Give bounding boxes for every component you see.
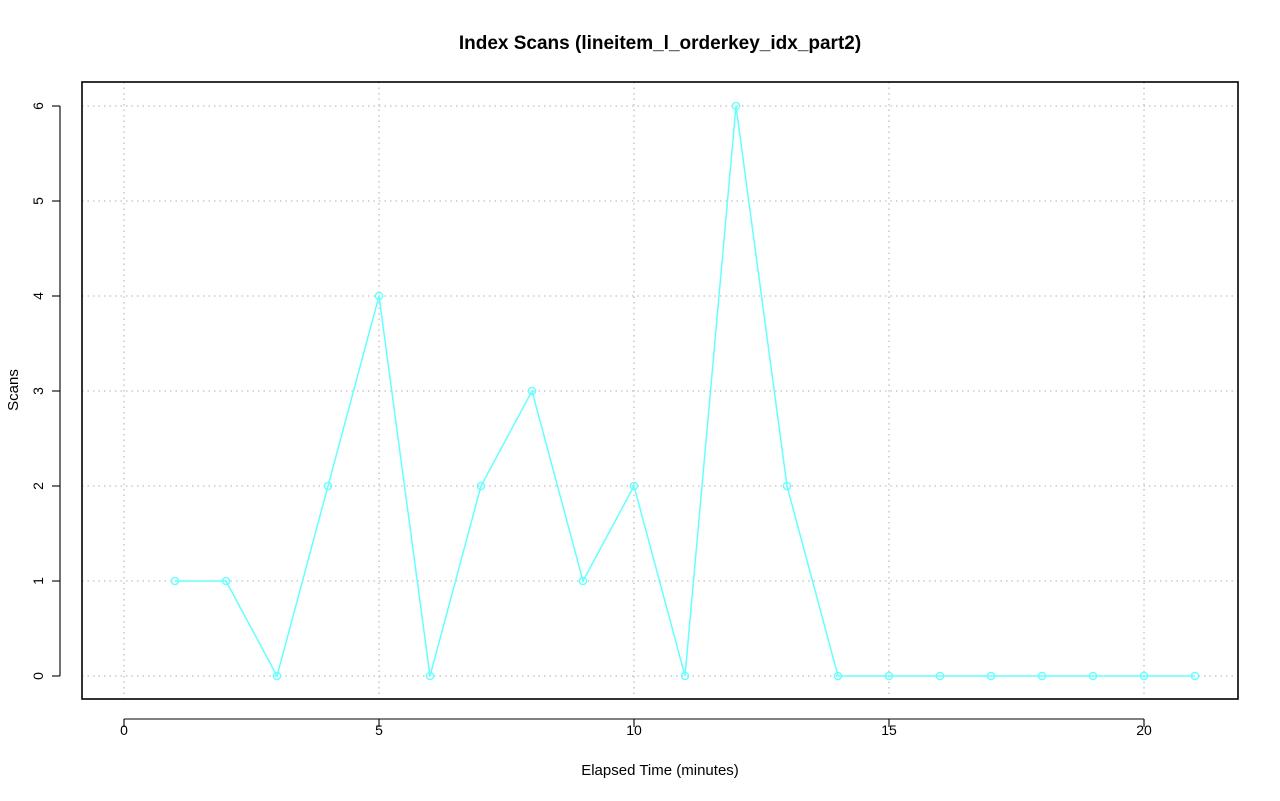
data-point — [374, 291, 384, 301]
x-tick-label: 5 — [375, 722, 383, 738]
x-tick-label: 20 — [1136, 722, 1152, 738]
grid-lines — [82, 82, 1238, 699]
data-point — [476, 481, 486, 491]
x-tick-label: 10 — [626, 722, 642, 738]
series-layer — [170, 101, 1200, 681]
data-point — [731, 101, 741, 111]
y-tick-label: 4 — [30, 292, 46, 300]
y-tick-label: 1 — [30, 577, 46, 585]
data-point — [1190, 671, 1200, 681]
x-tick-label: 15 — [881, 722, 897, 738]
y-tick-label: 6 — [30, 102, 46, 110]
data-point — [170, 576, 180, 586]
y-axis-label: Scans — [5, 369, 22, 411]
data-point — [578, 576, 588, 586]
data-point — [323, 481, 333, 491]
y-tick-label: 3 — [30, 387, 46, 395]
data-point — [425, 671, 435, 681]
data-point — [221, 576, 231, 586]
data-point — [527, 386, 537, 396]
x-tick-label: 0 — [120, 722, 128, 738]
x-axis-label: Elapsed Time (minutes) — [581, 762, 739, 779]
data-point — [782, 481, 792, 491]
data-point — [629, 481, 639, 491]
chart-title: Index Scans (lineitem_l_orderkey_idx_par… — [459, 33, 861, 54]
y-tick-label: 2 — [30, 482, 46, 490]
data-point — [272, 671, 282, 681]
data-point — [680, 671, 690, 681]
axes: 0 5 10 15 20 0 1 2 3 4 5 6 — [30, 102, 1152, 738]
data-point — [1037, 671, 1047, 681]
plot-area-frame — [81, 81, 1239, 700]
data-point — [833, 671, 843, 681]
data-point — [935, 671, 945, 681]
y-tick-label: 5 — [30, 197, 46, 205]
y-tick-label: 0 — [30, 672, 46, 680]
data-point — [884, 671, 894, 681]
series-line — [175, 105, 1195, 679]
data-point — [1088, 671, 1098, 681]
data-point — [1139, 671, 1149, 681]
data-point — [986, 671, 996, 681]
